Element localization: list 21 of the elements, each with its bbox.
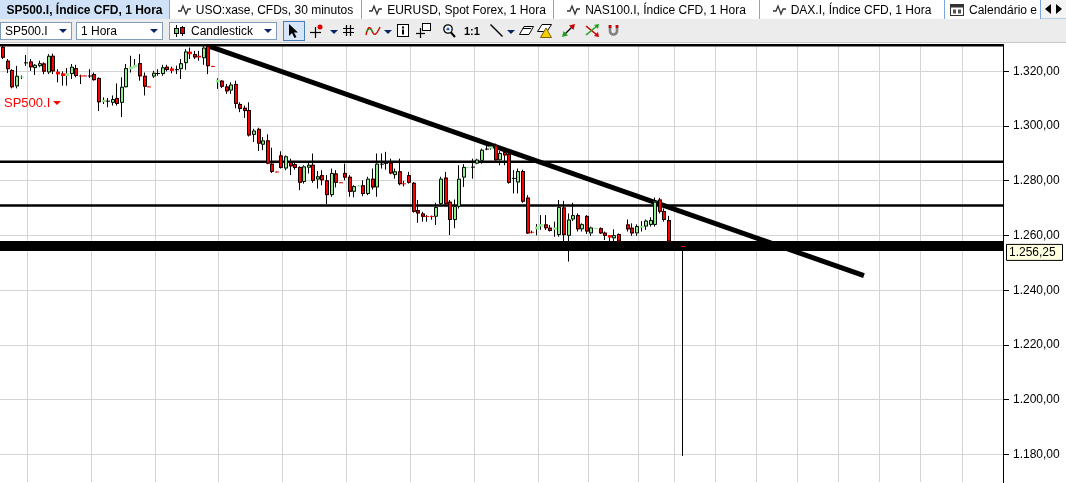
text: 1:1 xyxy=(464,25,480,37)
y-tick-label: 1.180,00 xyxy=(1013,446,1061,461)
dropdown-field: Candlestick xyxy=(169,22,277,40)
tab: USO:xase, CFDs, 30 minutos xyxy=(170,0,362,19)
legend-label: SP500.I xyxy=(4,95,51,110)
chart-title: SP500.I, Índice CFD, 1 Hora xyxy=(6,2,163,17)
y-tick-label: 1.260,00 xyxy=(1013,227,1061,242)
y-tick-label: 1.320,00 xyxy=(1013,63,1061,78)
tab: SP500.I, Índice CFD, 1 Hora xyxy=(0,0,170,19)
tab: EURUSD, Spot Forex, 1 Hora xyxy=(362,0,554,19)
tab: Calendário e xyxy=(945,0,1041,19)
y-tick-label: 1.200,00 xyxy=(1013,392,1061,407)
y-tick-label: 1.220,00 xyxy=(1013,337,1061,352)
y-tick-label: 1.300,00 xyxy=(1013,118,1061,133)
dropdown-field: SP500.I xyxy=(0,22,72,40)
tab: DAX.I, Índice CFD, 1 Hora xyxy=(760,0,945,19)
ref-line-label: 1.256,25 xyxy=(1009,245,1057,260)
y-tick-label: 1.280,00 xyxy=(1013,173,1061,188)
tab: NAS100.I, Índice CFD, 1 Hora xyxy=(554,0,760,19)
y-tick-label: 1.240,00 xyxy=(1013,282,1061,297)
dropdown-field: 1 Hora xyxy=(76,22,163,40)
